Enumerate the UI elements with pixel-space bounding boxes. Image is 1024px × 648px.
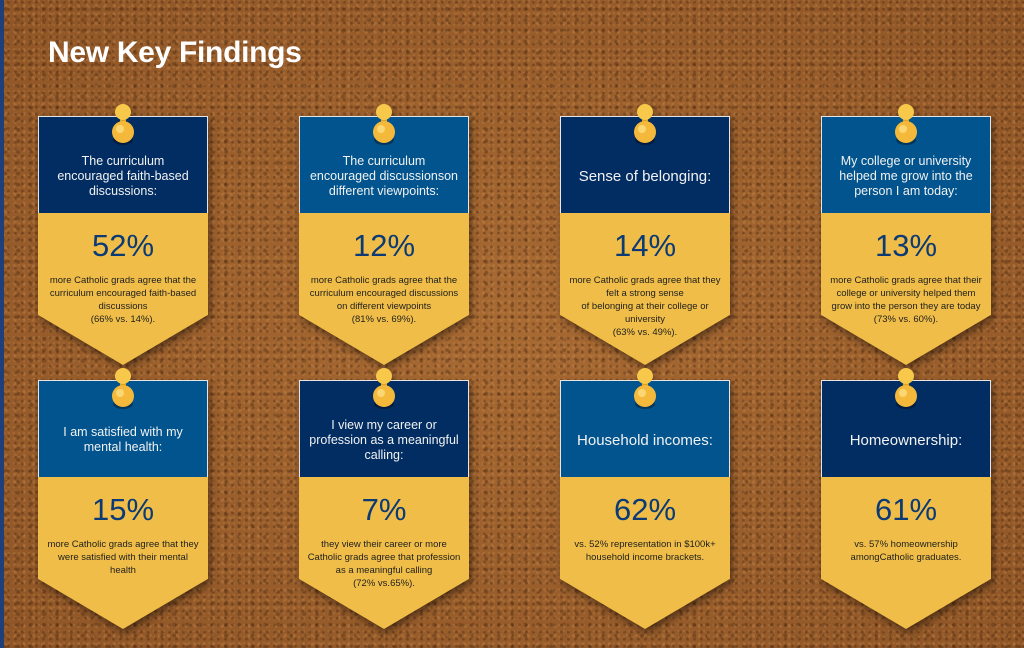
- card-body: 62% vs. 52% representation in $100k+ hou…: [560, 477, 730, 629]
- card-stat: 52%: [91, 228, 155, 263]
- card-description: more Catholic grads agree that the curri…: [49, 275, 197, 325]
- finding-card: Household incomes: 62% vs. 52% represent…: [560, 368, 730, 629]
- card-stat: 61%: [874, 492, 938, 527]
- card-description: vs. 57% homeownership amongCatholic grad…: [850, 539, 962, 563]
- finding-card: Homeownership: 61% vs. 57% homeownership…: [821, 368, 991, 629]
- card-stat: 15%: [91, 492, 155, 527]
- pushpin-icon: [106, 104, 140, 146]
- card-description: they view their career or more Catholic …: [307, 539, 461, 589]
- card-body: 52% more Catholic grads agree that the c…: [38, 213, 208, 365]
- card-stat: 14%: [613, 228, 677, 263]
- pushpin-icon: [106, 368, 140, 410]
- finding-card: My college or university helped me grow …: [821, 104, 991, 365]
- pushpin-icon: [367, 104, 401, 146]
- pushpin-icon: [628, 368, 662, 410]
- card-description: more Catholic grads agree that the curri…: [309, 275, 459, 325]
- card-description: more Catholic grads agree that they were…: [47, 539, 199, 576]
- card-stat: 13%: [874, 228, 938, 263]
- card-body: 15% more Catholic grads agree that they …: [38, 477, 208, 629]
- card-stat: 62%: [613, 492, 677, 527]
- card-body: 61% vs. 57% homeownership amongCatholic …: [821, 477, 991, 629]
- card-description: more Catholic grads agree that their col…: [830, 275, 982, 325]
- pushpin-icon: [628, 104, 662, 146]
- card-body: 12% more Catholic grads agree that the c…: [299, 213, 469, 365]
- finding-card: The curriculum encouraged discussionson …: [299, 104, 469, 365]
- finding-card: The curriculum encouraged faith-based di…: [38, 104, 208, 365]
- card-stat: 12%: [352, 228, 416, 263]
- left-edge-bar: [0, 0, 4, 648]
- pushpin-icon: [889, 368, 923, 410]
- card-body: 14% more Catholic grads agree that they …: [560, 213, 730, 365]
- finding-card: I view my career or profession as a mean…: [299, 368, 469, 629]
- finding-card: I am satisfied with my mental health: 15…: [38, 368, 208, 629]
- card-body: 13% more Catholic grads agree that their…: [821, 213, 991, 365]
- card-description: vs. 52% representation in $100k+ househo…: [574, 539, 716, 563]
- card-description: more Catholic grads agree that they felt…: [569, 275, 721, 338]
- card-stat: 7%: [361, 492, 407, 527]
- card-body: 7% they view their career or more Cathol…: [299, 477, 469, 629]
- pushpin-icon: [889, 104, 923, 146]
- finding-card: Sense of belonging: 14% more Catholic gr…: [560, 104, 730, 365]
- page-title: New Key Findings: [48, 36, 302, 69]
- pushpin-icon: [367, 368, 401, 410]
